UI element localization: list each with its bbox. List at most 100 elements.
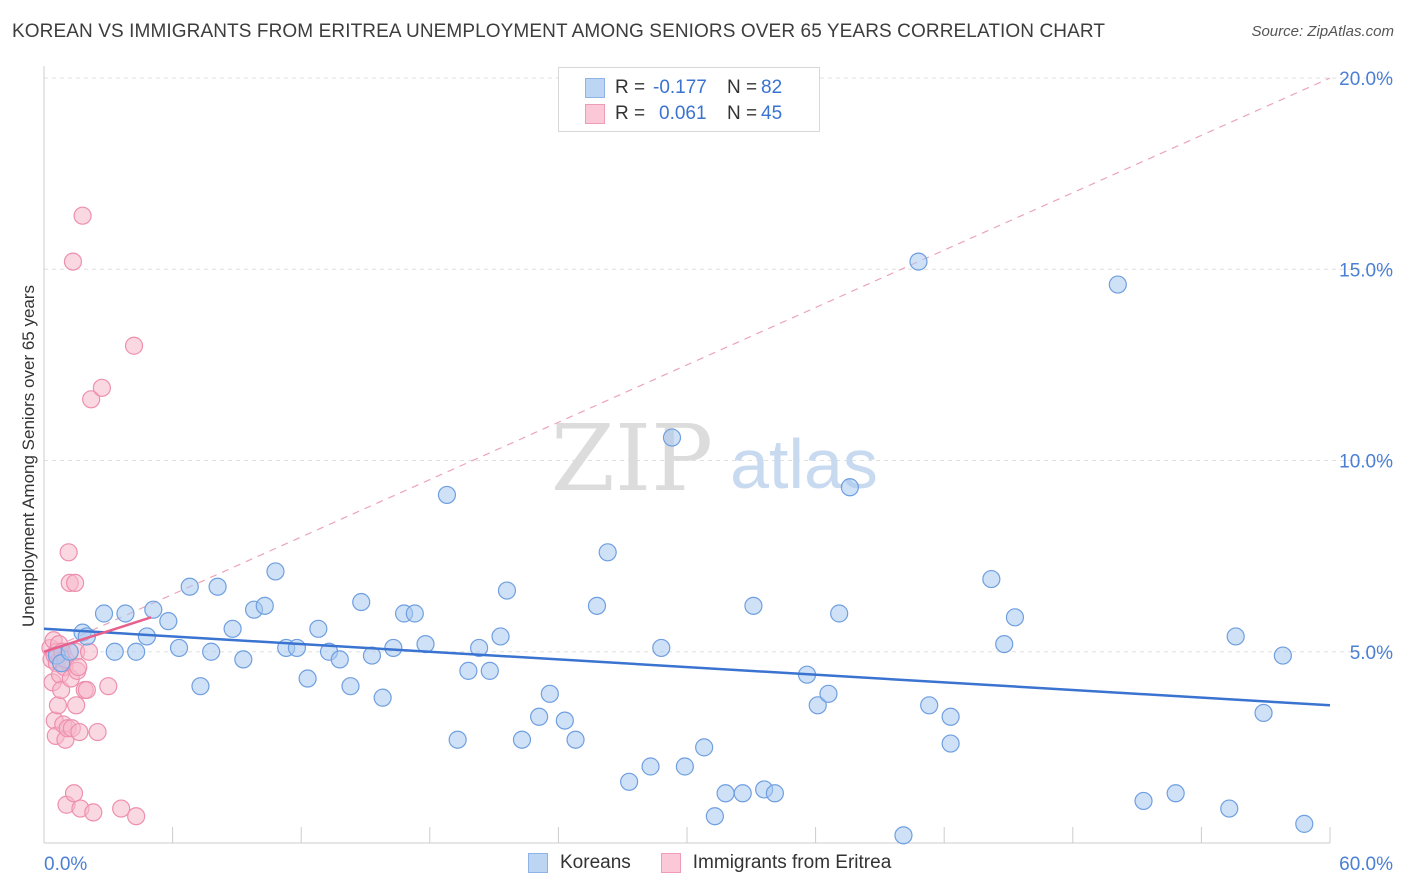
watermark-zip: ZIP <box>551 405 713 512</box>
korean-point <box>144 600 163 619</box>
korean-point <box>744 596 763 615</box>
eritrea-point <box>79 642 99 661</box>
legend-r-label: R = <box>615 77 646 98</box>
korean-point <box>1220 799 1239 818</box>
legend-row-korean: R = -0.177 N = 82 <box>585 76 782 100</box>
korean-point <box>587 596 607 615</box>
korean-point <box>840 478 859 497</box>
korean-point <box>941 734 960 753</box>
korean-point <box>995 634 1014 654</box>
korean-point <box>341 677 360 696</box>
legend-r-value: 0.061 <box>659 103 707 124</box>
korean-point <box>352 592 371 612</box>
watermark: ZIP atlas <box>551 405 878 512</box>
korean-swatch <box>528 853 548 873</box>
y-tick-label: 15.0% <box>1339 260 1393 281</box>
korean-point <box>909 252 928 271</box>
korean-point <box>469 638 489 658</box>
eritrea-swatch <box>585 104 605 124</box>
eritrea-point <box>84 803 103 822</box>
korean-point <box>598 543 617 562</box>
eritrea-point <box>59 543 78 562</box>
gridlines <box>44 77 1392 653</box>
korean-point <box>330 650 349 669</box>
korean-point <box>641 757 660 776</box>
eritrea-point <box>127 807 146 826</box>
korean-point <box>491 627 510 646</box>
series-legend: Koreans Immigrants from Eritrea <box>528 852 921 874</box>
korean-point <box>266 562 285 581</box>
eritrea-point <box>48 696 68 715</box>
y-tick-label: 5.0% <box>1350 643 1393 664</box>
korean-point <box>309 619 328 638</box>
korean-point <box>819 684 838 703</box>
legend-n-label: N = <box>727 77 758 98</box>
eritrea-point <box>112 799 131 818</box>
korean-point <box>448 730 467 749</box>
tick-labels: 5.0% 10.0% 15.0% 20.0% 0.0% 60.0% <box>44 69 1393 875</box>
source-label: Source: ZipAtlas.com <box>1251 23 1394 40</box>
eritrea-point <box>88 722 107 742</box>
korean-point <box>1108 275 1127 294</box>
eritrea-point <box>99 677 118 696</box>
korean-point <box>459 661 478 680</box>
eritrea-swatch <box>660 853 681 873</box>
korean-point <box>191 677 210 696</box>
korean-point <box>695 738 714 757</box>
korean-point <box>1166 784 1185 803</box>
korean-point <box>675 757 694 776</box>
eritrea-point <box>124 336 144 355</box>
korean-point <box>223 619 242 638</box>
korean-point <box>652 638 671 658</box>
eritrea-point <box>77 680 96 700</box>
korean-point <box>373 688 392 707</box>
korean-point <box>530 707 549 726</box>
korean-trend-line <box>43 627 1331 707</box>
korean-point <box>566 730 585 749</box>
korean-point <box>555 711 574 730</box>
eritrea-point <box>73 206 92 225</box>
korean-point <box>705 807 724 826</box>
correlation-legend: R = -0.177 N = 82 R = 0.061 N = 45 <box>558 67 820 132</box>
korean-point <box>480 661 499 680</box>
korean-point <box>1254 703 1273 723</box>
legend-n-value: 82 <box>761 77 783 98</box>
korean-point <box>894 826 913 845</box>
legend-label-eritrea: Immigrants from Eritrea <box>692 852 892 873</box>
y-tick-label: 10.0% <box>1339 452 1393 473</box>
eritrea-point <box>63 252 83 271</box>
korean-point <box>169 638 189 658</box>
korean-point <box>234 650 253 669</box>
korean-point <box>497 581 517 600</box>
korean-point <box>1226 627 1245 646</box>
legend-n-value: 45 <box>761 103 783 124</box>
korean-point <box>255 596 274 615</box>
korean-swatch <box>585 78 605 98</box>
eritrea-trend-line <box>43 616 152 653</box>
legend-item-koreans: Koreans <box>528 852 631 874</box>
eritrea-points <box>41 206 146 826</box>
korean-point <box>1005 608 1025 627</box>
korean-point <box>298 669 317 688</box>
eritrea-point <box>70 722 89 742</box>
legend-r-value: -0.177 <box>653 77 707 98</box>
eritrea-point <box>92 378 111 397</box>
eritrea-point <box>64 784 84 803</box>
korean-point <box>94 604 114 623</box>
korean-point <box>384 638 403 658</box>
korean-point <box>808 696 827 715</box>
korean-point <box>105 642 124 661</box>
korean-point <box>437 485 457 505</box>
korean-point <box>127 642 146 661</box>
chart-title: KOREAN VS IMMIGRANTS FROM ERITREA UNEMPL… <box>12 21 1106 42</box>
korean-point <box>920 696 939 715</box>
trend-lines-front <box>43 616 1331 707</box>
legend-label-koreans: Koreans <box>560 852 631 873</box>
korean-point <box>202 642 221 661</box>
korean-point <box>733 784 752 803</box>
legend-row-eritrea: R = 0.061 N = 45 <box>585 102 782 126</box>
korean-point <box>1295 814 1314 833</box>
korean-point <box>662 428 682 447</box>
korean-point <box>180 577 199 596</box>
